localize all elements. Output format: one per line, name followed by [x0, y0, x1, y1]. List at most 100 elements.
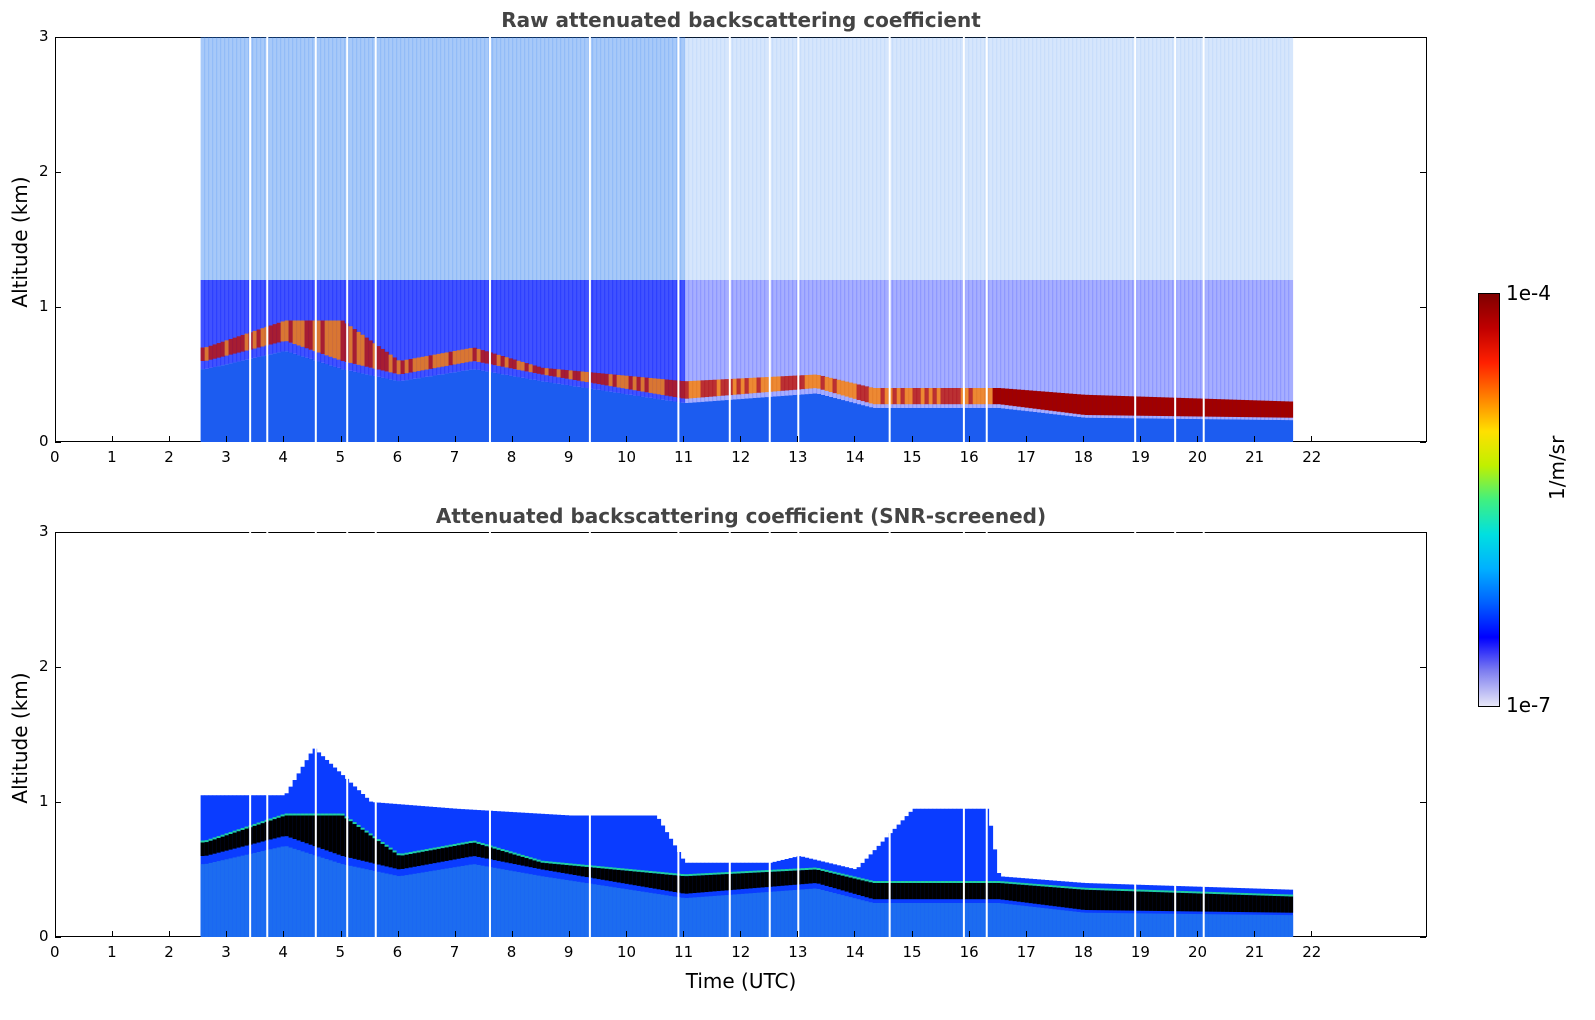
surface-signal: [860, 900, 866, 937]
noise-column: [1036, 280, 1042, 413]
noise-column: [560, 37, 566, 280]
noise-column: [900, 37, 906, 280]
surface-signal: [732, 894, 738, 937]
cloud-edge: [904, 881, 910, 883]
cloud-layer: [760, 872, 766, 888]
signal-column: [1028, 411, 1034, 442]
x-tick-mark: [283, 436, 285, 442]
cloud-edge: [912, 881, 918, 883]
signal-column: [1268, 419, 1274, 442]
cloud-edge: [824, 869, 830, 872]
cloud-layer: [744, 378, 750, 394]
x-tick-mark: [226, 931, 228, 937]
cloud-edge: [228, 832, 234, 835]
signal-column: [304, 760, 310, 937]
cloud-layer: [424, 356, 430, 370]
cloud-layer: [904, 883, 910, 900]
cloud-layer: [596, 868, 602, 880]
noise-column: [1024, 37, 1030, 280]
cloud-layer: [636, 376, 642, 391]
signal-column: [392, 803, 398, 937]
cloud-layer: [812, 869, 818, 884]
surface-signal: [912, 902, 918, 937]
signal-column: [1072, 882, 1078, 937]
cloud-layer: [476, 843, 482, 857]
noise-column: [548, 280, 554, 383]
signal-column: [1116, 884, 1122, 937]
cloud-layer: [800, 870, 806, 885]
x-tick-mark: [1311, 436, 1313, 442]
signal-column: [460, 370, 466, 442]
cloud-layer: [992, 388, 998, 405]
surface-signal: [1184, 913, 1190, 937]
x-tick-mark: [283, 931, 285, 937]
cloud-layer: [880, 883, 886, 900]
cloud-layer: [256, 824, 262, 843]
signal-column: [1044, 413, 1050, 442]
signal-column: [368, 375, 374, 442]
x-tick-label: 0: [50, 943, 60, 961]
signal-column: [392, 380, 398, 442]
cloud-edge: [288, 813, 294, 816]
noise-column: [980, 37, 986, 280]
cloud-layer: [1244, 895, 1250, 913]
signal-column: [532, 379, 538, 442]
noise-column: [1084, 280, 1090, 418]
cloud-edge: [868, 880, 874, 883]
noise-column: [1128, 37, 1134, 280]
x-tick-mark: [1254, 931, 1256, 937]
noise-column: [1280, 280, 1286, 421]
signal-column: [564, 384, 570, 442]
signal-column: [1176, 886, 1182, 937]
signal-column: [536, 380, 542, 442]
signal-column: [508, 375, 514, 442]
signal-column: [1288, 420, 1294, 442]
signal-column: [932, 407, 938, 442]
noise-column: [864, 280, 870, 407]
cloud-layer: [708, 379, 714, 397]
cloud-layer: [772, 871, 778, 887]
signal-column: [708, 401, 714, 442]
signal-column: [1108, 883, 1114, 937]
noise-column: [632, 280, 638, 396]
cloud-edge: [308, 813, 314, 816]
noise-column: [880, 37, 886, 280]
noise-column: [932, 37, 938, 280]
cloud-layer: [1136, 891, 1142, 911]
cloud-layer: [568, 370, 574, 380]
signal-column: [948, 407, 954, 442]
cloud-edge: [832, 871, 838, 874]
surface-signal: [1104, 912, 1110, 937]
data-gap: [249, 37, 252, 442]
cloud-edge: [1044, 884, 1050, 887]
noise-column: [1272, 280, 1278, 420]
cloud-layer: [672, 875, 678, 893]
noise-column: [536, 280, 542, 381]
cloud-layer: [280, 321, 286, 342]
y-tick-label: 1: [39, 297, 49, 315]
surface-signal: [972, 902, 978, 937]
cloud-layer: [1044, 886, 1050, 906]
cloud-edge: [720, 872, 726, 875]
cloud-layer: [612, 374, 618, 387]
cloud-layer: [1236, 399, 1242, 418]
signal-column: [1020, 410, 1026, 442]
noise-column: [384, 37, 390, 280]
noise-column: [292, 280, 298, 354]
noise-column: [800, 280, 806, 395]
signal-column: [480, 370, 486, 442]
cloud-layer: [732, 873, 738, 890]
signal-column: [864, 406, 870, 442]
cloud-edge: [520, 854, 526, 857]
surface-signal: [1168, 913, 1174, 937]
noise-column: [824, 280, 830, 396]
cloud-edge: [980, 881, 986, 883]
surface-signal: [236, 856, 242, 937]
signal-column: [624, 394, 630, 442]
cloud-layer: [524, 858, 530, 867]
signal-column: [1204, 886, 1210, 937]
cloud-layer: [1176, 397, 1182, 417]
signal-column: [420, 806, 426, 937]
cloud-layer: [368, 835, 374, 863]
cloud-layer: [1108, 395, 1114, 416]
